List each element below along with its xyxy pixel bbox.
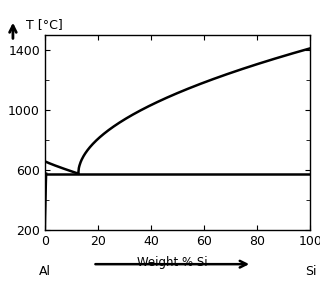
Text: Weight % Si: Weight % Si bbox=[137, 256, 208, 269]
Text: T [°C]: T [°C] bbox=[26, 18, 63, 31]
Text: Al: Al bbox=[39, 265, 51, 278]
Text: Si: Si bbox=[305, 265, 316, 278]
